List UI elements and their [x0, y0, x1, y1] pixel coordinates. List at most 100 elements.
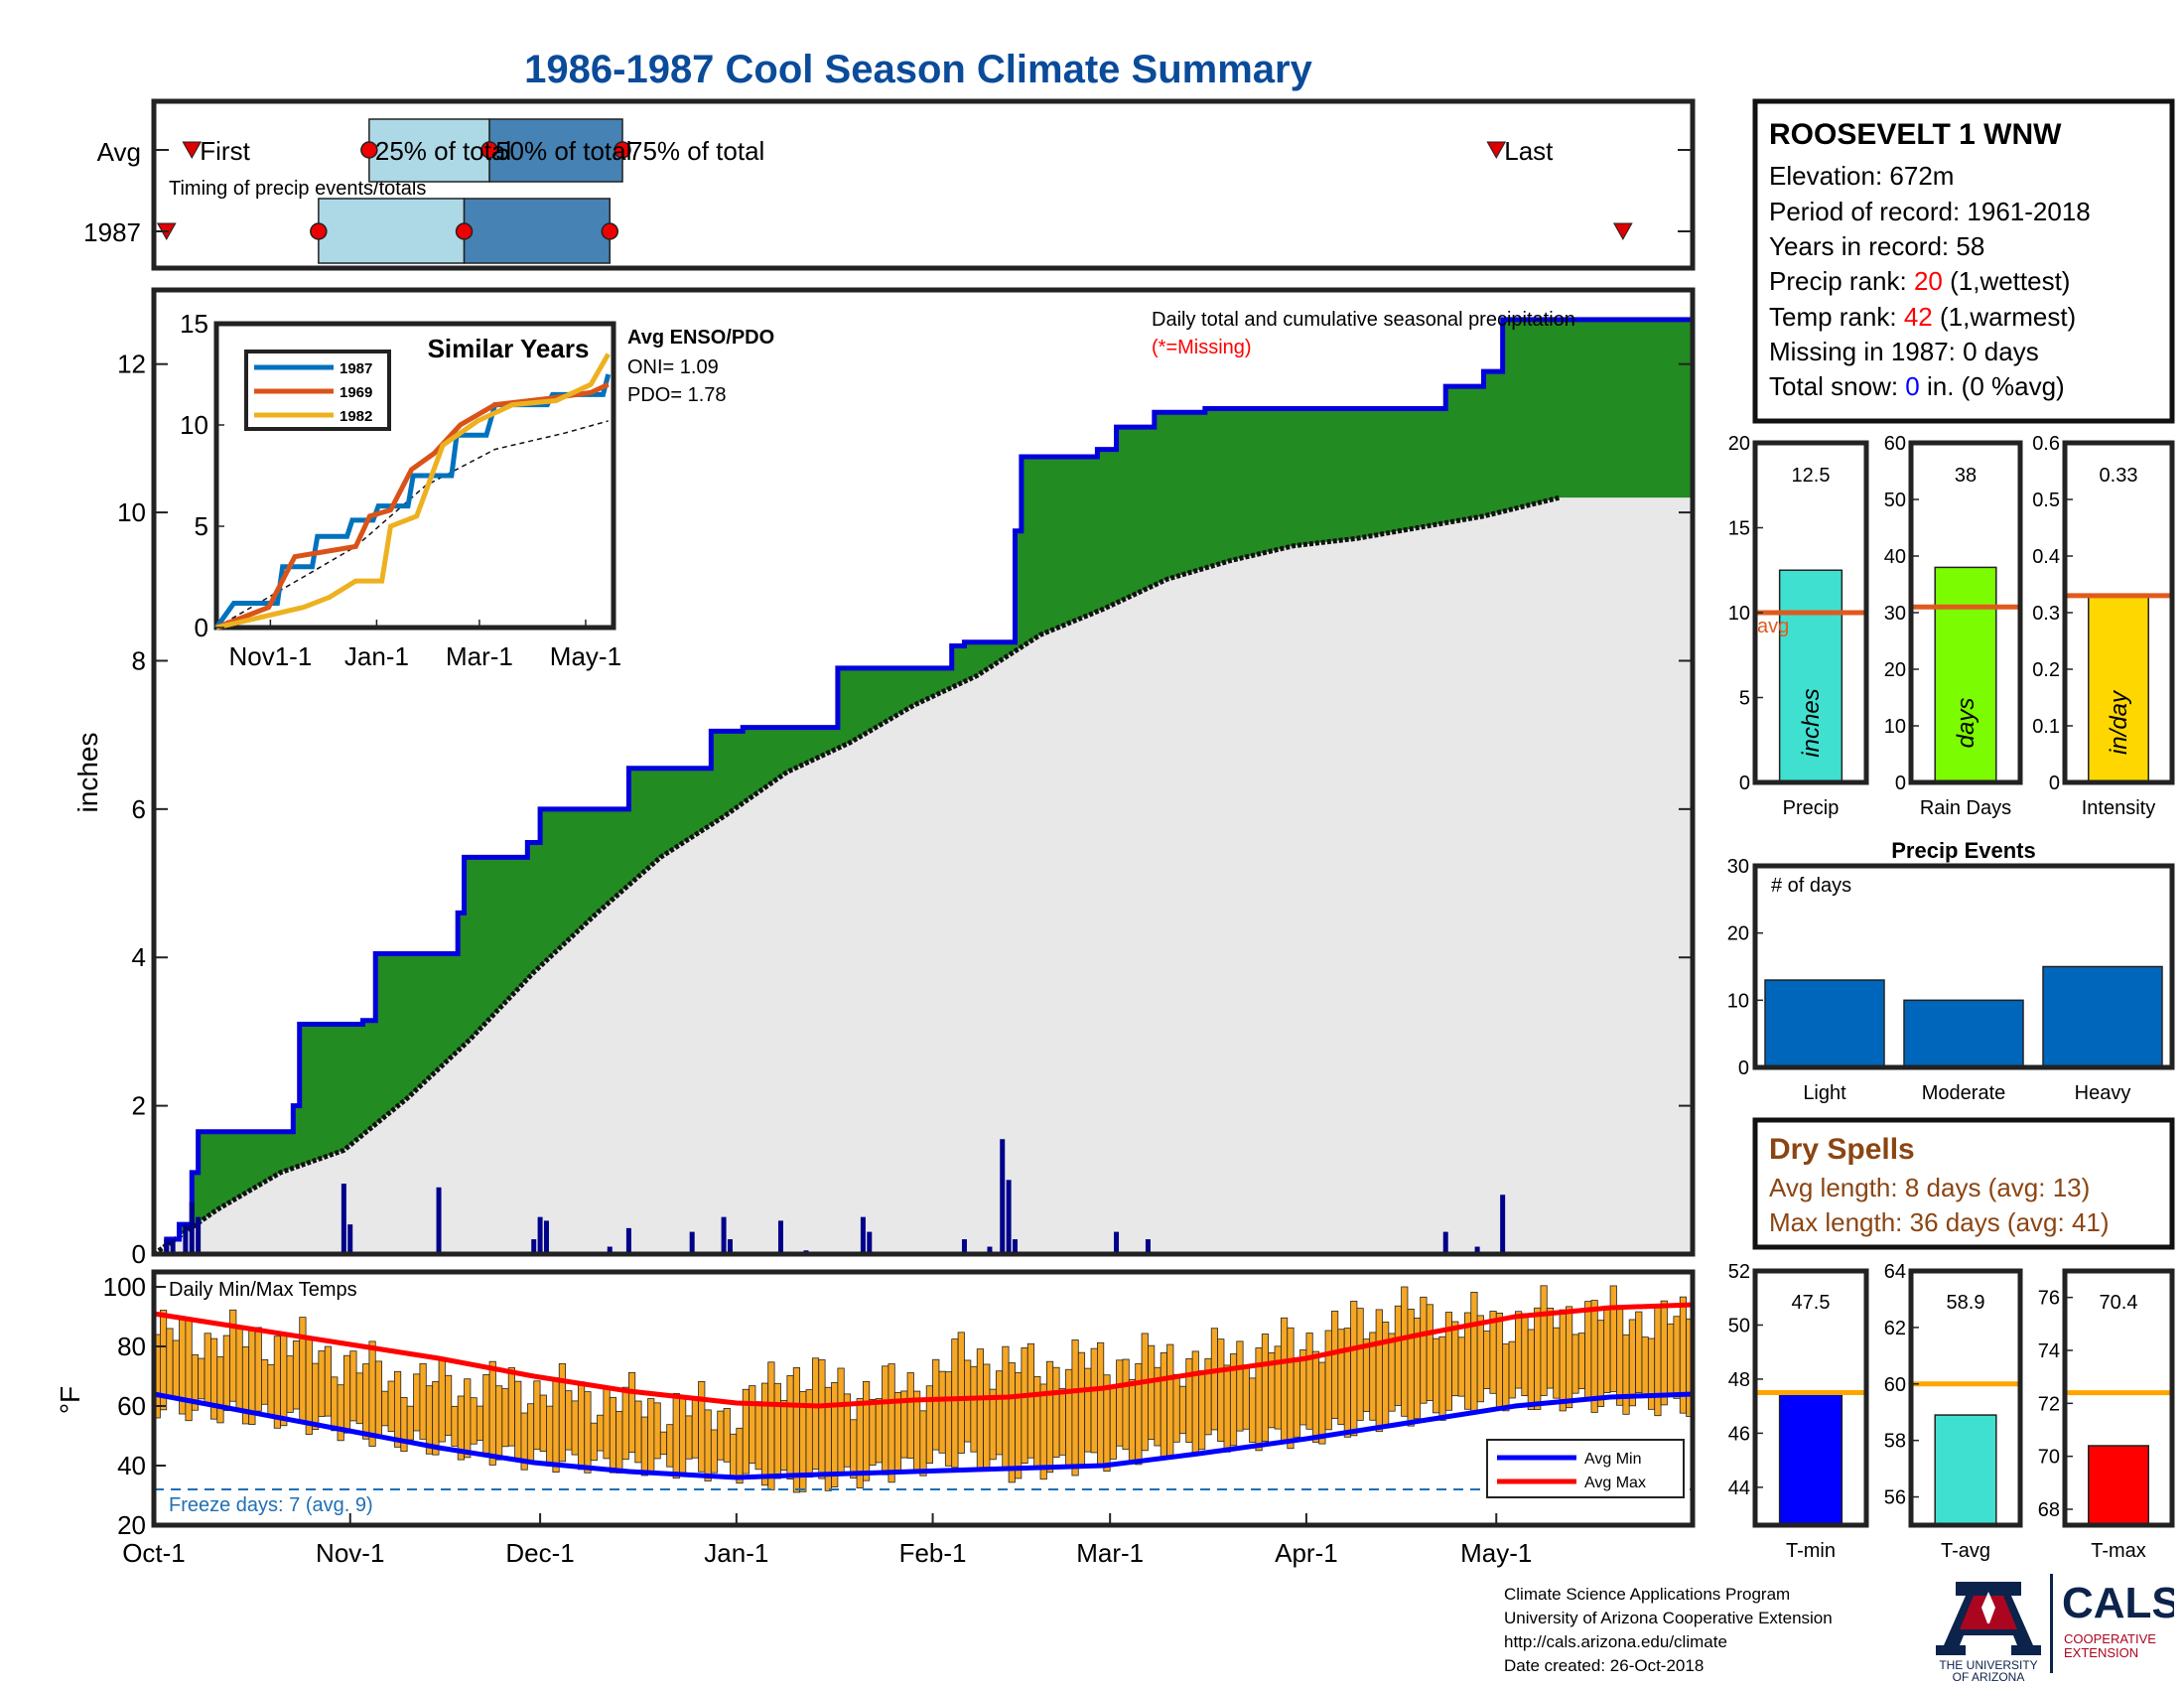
- daily-temp-bar: [495, 1385, 503, 1461]
- daily-temp-bar: [609, 1396, 617, 1474]
- t_max-x-label: T-max: [2091, 1540, 2146, 1562]
- daily-precip-bar: [341, 1184, 346, 1254]
- daily-temp-bar: [577, 1381, 586, 1471]
- station-years: Years in record: 58: [1769, 231, 1984, 261]
- daily-precip-bar: [1012, 1239, 1018, 1254]
- freeze-label: Freeze days: 7 (avg. 9): [169, 1494, 373, 1516]
- daily-temp-bar: [1470, 1292, 1478, 1415]
- t_min-y-tick-label: 52: [1728, 1261, 1750, 1283]
- daily-temp-bar: [1584, 1301, 1592, 1402]
- timing-25-label: 25% of total: [375, 136, 511, 166]
- daily-temp-bar: [1502, 1343, 1510, 1412]
- temps-x-tick-label: Dec-1: [505, 1538, 574, 1568]
- similar-years-inset: 0 5 10 15 Nov1-1 Jan-1 Mar-1 May-1 Similar Years…: [180, 309, 774, 671]
- daily-temp-bar: [1667, 1323, 1675, 1394]
- t_avg-value-label: 58.9: [1947, 1292, 1985, 1314]
- daily-precip-bar: [183, 1224, 189, 1254]
- legend-label-avg-max: Avg Max: [1584, 1475, 1646, 1491]
- temps-x-tick-label: Nov-1: [316, 1538, 384, 1568]
- inset-y-tick-label: 15: [180, 309, 208, 339]
- events-x-label: Moderate: [1922, 1082, 2006, 1104]
- daily-temp-bar: [704, 1409, 712, 1481]
- intensity-y-tick-label: 0.2: [2032, 659, 2060, 681]
- daily-temp-bar: [893, 1392, 902, 1474]
- daily-temp-bar: [672, 1392, 680, 1479]
- t_avg-y-tick-label: 58: [1884, 1431, 1906, 1453]
- daily-temps-panel: Freeze days: 7 (avg. 9) Daily Min/Max Tem…: [55, 1269, 1696, 1568]
- t_max-bar: [2088, 1445, 2149, 1526]
- daily-temp-bar: [932, 1358, 940, 1451]
- quartile-marker: [455, 222, 474, 240]
- daily-temp-bar: [1546, 1307, 1555, 1389]
- cals-line-2: EXTENSION: [2064, 1645, 2138, 1660]
- temps-frame: [151, 1269, 1696, 1528]
- first-last-marker: [182, 141, 203, 160]
- daily-temp-bar: [1635, 1311, 1643, 1394]
- rain_days-y-tick-label: 20: [1884, 659, 1906, 681]
- daily-temp-bar: [1521, 1313, 1529, 1397]
- main-y-tick-label: 10: [117, 497, 146, 527]
- daily-temp-bar: [805, 1389, 813, 1478]
- t_min-y-tick-label: 50: [1728, 1315, 1750, 1336]
- daily-temp-bar: [710, 1429, 719, 1474]
- inset-series-1982: [215, 352, 611, 631]
- intensity-value-label: 0.33: [2100, 465, 2138, 487]
- timing-last-label: Last: [1504, 136, 1554, 166]
- year-q1-box: [318, 198, 466, 264]
- daily-temp-bar: [666, 1424, 674, 1468]
- daily-temp-bar: [438, 1358, 446, 1443]
- daily-temp-bar: [1628, 1319, 1636, 1407]
- daily-temp-bar: [413, 1373, 421, 1432]
- daily-temp-bar: [1274, 1345, 1282, 1430]
- inset-x-tick-label: May-1: [550, 641, 621, 671]
- daily-temp-bar: [1553, 1327, 1561, 1399]
- daily-temp-bar: [1660, 1300, 1668, 1406]
- daily-temp-bar: [754, 1401, 762, 1471]
- daily-temp-bar: [299, 1317, 307, 1423]
- daily-temp-bar: [1026, 1342, 1035, 1459]
- daily-temp-bar: [1148, 1344, 1156, 1441]
- temps-x-tick-label: Oct-1: [122, 1538, 186, 1568]
- daily-temp-bar: [627, 1371, 636, 1453]
- daily-temp-bar: [679, 1397, 687, 1474]
- daily-precip-bar: [1500, 1195, 1506, 1254]
- daily-precip-bar: [987, 1246, 993, 1254]
- daily-temp-bar: [1178, 1385, 1187, 1435]
- station-name: ROOSEVELT 1 WNW: [1769, 118, 2062, 151]
- daily-temp-bar: [1559, 1309, 1567, 1412]
- main-y-label: inches: [72, 733, 103, 813]
- footer-link[interactable]: http://cals.arizona.edu/climate: [1504, 1632, 1727, 1651]
- daily-temp-bar: [331, 1376, 339, 1432]
- precip_total-value-label: 12.5: [1792, 465, 1831, 487]
- daily-temp-bar: [1077, 1351, 1086, 1467]
- daily-temp-bar: [1540, 1285, 1548, 1396]
- daily-temp-bar: [1065, 1368, 1073, 1469]
- avg-max-line: [153, 1302, 1694, 1409]
- daily-temp-bar: [938, 1370, 946, 1454]
- precip-events-panel: Light Moderate Heavy 0 10 20 30 Precip Events # …: [1727, 838, 2175, 1104]
- timing-first-label: First: [200, 136, 250, 166]
- daily-temp-bar: [1210, 1328, 1219, 1431]
- daily-temp-bar: [906, 1372, 914, 1459]
- daily-temp-bar: [863, 1380, 871, 1481]
- daily-temp-bar: [1116, 1359, 1124, 1447]
- daily-precip-bar: [1145, 1239, 1151, 1254]
- temps-x-tick-label: Jan-1: [704, 1538, 768, 1568]
- daily-temp-bar: [1438, 1336, 1446, 1421]
- daily-temp-bar: [818, 1359, 826, 1479]
- daily-temp-bar: [603, 1387, 611, 1460]
- daily-temp-bar: [1071, 1339, 1079, 1477]
- precip_total-y-tick-label: 15: [1728, 518, 1750, 540]
- station-precip-rank: Precip rank: 20 (1,wettest): [1769, 266, 2070, 296]
- daily-temp-bar: [261, 1358, 269, 1405]
- daily-temp-bar: [1090, 1347, 1098, 1454]
- daily-temp-bar: [337, 1384, 344, 1442]
- temps-x-tick-label: Feb-1: [899, 1538, 967, 1568]
- t_avg-x-label: T-avg: [1941, 1540, 1990, 1562]
- main-y-tick-label: 4: [132, 942, 146, 972]
- enso-title: Avg ENSO/PDO: [627, 327, 774, 349]
- daily-temp-bar: [198, 1357, 205, 1400]
- events-y-tick-label: 0: [1738, 1057, 1749, 1079]
- daily-temp-bar: [514, 1380, 522, 1461]
- events-y-tick-label: 30: [1727, 856, 1749, 878]
